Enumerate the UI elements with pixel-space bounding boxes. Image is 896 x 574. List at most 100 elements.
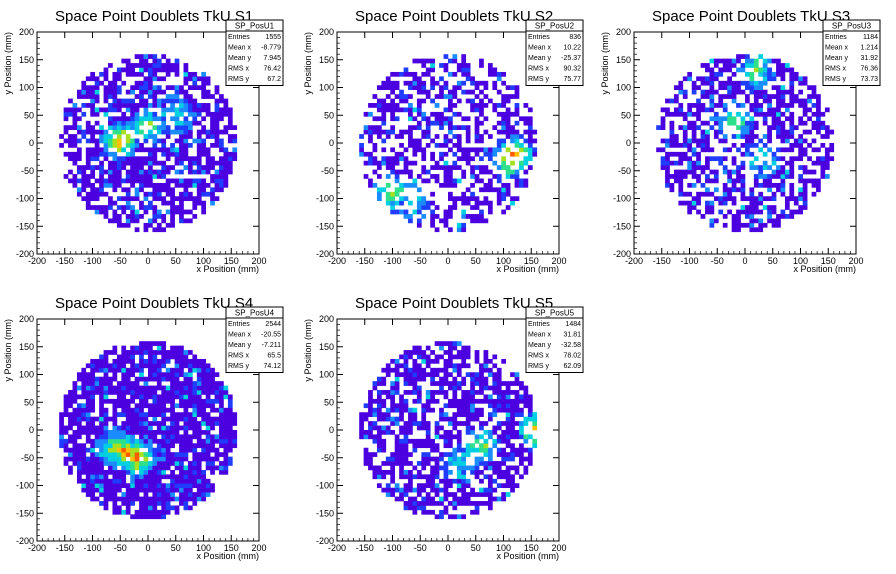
heatmap-cell [143,394,149,400]
heatmap-cell [219,469,224,475]
heatmap-cell [802,182,808,188]
heatmap-cell [487,385,493,391]
heatmap-cell [456,474,462,480]
heatmap-cell [179,345,184,351]
heatmap-cell [519,394,524,400]
heatmap-cell [143,98,149,104]
heatmap-cell [673,138,679,144]
heatmap-cell [148,191,153,197]
heatmap-cell [758,54,764,59]
heatmap-cell [682,191,688,197]
heatmap-cell [125,501,131,506]
heatmap-cell [824,156,830,162]
heatmap-cell [456,367,462,373]
heatmap-cell [108,430,113,435]
heatmap-cell [421,165,427,170]
heatmap-cell [767,94,772,99]
heatmap-cell [753,227,759,233]
heatmap-cell [103,425,109,431]
heatmap-cell [456,421,462,426]
heatmap-cell [156,85,162,91]
heatmap-cell [139,385,144,391]
heatmap-cell [421,487,427,493]
heatmap-cell [669,187,675,193]
heatmap-cell [108,107,113,113]
heatmap-cell [682,169,688,175]
heatmap-cell [394,381,400,386]
heatmap-cell [461,487,467,493]
heatmap-cell [745,209,750,215]
heatmap-cell [807,143,812,148]
heatmap-cell [385,407,391,413]
heatmap-cell [148,394,153,400]
heatmap-cell [510,447,515,453]
heatmap-cell [232,421,238,426]
heatmap-cell [452,425,458,431]
heatmap-cell [63,398,69,404]
heatmap-cell [223,461,229,466]
heatmap-cell [103,71,109,77]
heatmap-cell [394,94,400,99]
heatmap-cell [501,438,507,444]
heatmap-cell [152,407,158,413]
heatmap-cell [148,350,153,355]
heatmap-cell [134,63,140,68]
heatmap-cell [170,63,175,68]
heatmap-cell [232,416,238,422]
heatmap-cell [112,372,118,378]
heatmap-cell [412,501,418,506]
heatmap-cell [461,478,467,484]
heatmap-cell [483,452,489,457]
heatmap-cell [85,416,91,422]
heatmap-cell [452,385,458,391]
heatmap-cell [381,416,387,422]
heatmap-cell [148,430,153,435]
heatmap-cell [510,465,515,471]
heatmap-cell [99,80,104,86]
heatmap-cell [183,430,189,435]
y-tick-label: -200 [16,536,34,546]
heatmap-cell [214,416,220,422]
heatmap-cell [470,447,475,453]
heatmap-cell [165,156,171,162]
heatmap-cell [223,147,229,153]
heatmap-cell [416,98,422,104]
heatmap-cell [187,165,193,170]
heatmap-cell [210,94,215,99]
heatmap-cell [125,98,131,104]
heatmap-cell [152,447,158,453]
heatmap-cell [403,474,409,480]
heatmap-cell [713,63,719,68]
heatmap-cell [130,147,135,153]
heatmap-cell [390,85,396,91]
heatmap-cell [758,67,764,73]
heatmap-cell [139,452,144,457]
heatmap-cell [139,345,144,351]
heatmap-cell [130,358,135,364]
heatmap-cell [425,474,431,480]
heatmap-cell [465,63,471,68]
heatmap-cell [125,191,131,197]
heatmap-cell [76,452,82,457]
heatmap-cell [152,196,158,202]
heatmap-cell [470,509,475,515]
heatmap-cell [116,98,122,104]
heatmap-cell [214,85,220,91]
heatmap-cell [412,76,418,82]
heatmap-cell [465,196,471,202]
heatmap-cell [179,354,184,360]
heatmap-cell [461,469,467,475]
heatmap-cell [461,474,467,480]
heatmap-cell [709,103,715,108]
heatmap-cell [776,89,781,95]
heatmap-cell [439,76,444,82]
heatmap-cell [789,103,795,108]
heatmap-cell [776,182,781,188]
heatmap-cell [174,372,180,378]
heatmap-cell [687,111,693,117]
heatmap-cell [72,461,78,466]
heatmap-cell [780,169,786,175]
heatmap-cell [718,94,724,99]
heatmap-cell [103,354,109,360]
